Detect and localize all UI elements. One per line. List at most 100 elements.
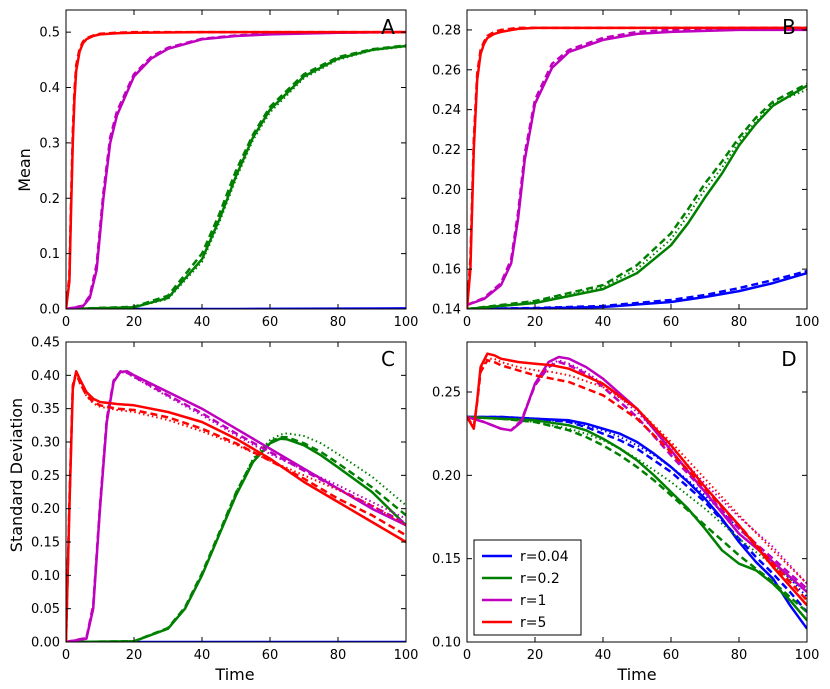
y-tick-label: 0.5 bbox=[39, 26, 60, 41]
panels: 0 20 40 60 80 100 0.0 0.1 0.2 0.3 0.4 0.5 A 0 20 40 60 80… bbox=[31, 9, 820, 664]
x-tick-label: 60 bbox=[663, 648, 680, 663]
legend: r=0.04 r=0.2 r=1 r=5 bbox=[473, 539, 582, 636]
plot-frame bbox=[65, 341, 407, 643]
x-tick-label: 80 bbox=[731, 648, 748, 663]
panel-d: 0 20 40 60 80 100 0.10 0.15 0.20 0.25 D bbox=[432, 341, 820, 663]
panel-letter: B bbox=[782, 15, 796, 39]
series-line-r-1-dashed bbox=[66, 370, 406, 642]
y-tick-label: 0.00 bbox=[31, 636, 60, 651]
legend-label: r=1 bbox=[520, 593, 546, 609]
series-group bbox=[66, 30, 406, 309]
y-tick-label: 0.28 bbox=[432, 23, 461, 38]
x-tick-label: 0 bbox=[62, 648, 70, 663]
series-line-r-1-dashed bbox=[467, 360, 807, 590]
time-axis-label-c: Time bbox=[214, 665, 254, 684]
time-axis-label-d: Time bbox=[616, 665, 656, 684]
y-tick-label: 0.2 bbox=[39, 192, 60, 207]
series-group bbox=[467, 26, 807, 309]
y-tick-label: 0.22 bbox=[432, 143, 461, 158]
std-axis-label: Standard Deviation bbox=[7, 398, 26, 552]
series-line-r-5-dashed bbox=[66, 30, 406, 309]
x-tick-label: 80 bbox=[731, 315, 748, 330]
legend-label: r=5 bbox=[520, 615, 546, 631]
x-tick-label: 20 bbox=[527, 648, 544, 663]
y-tick-label: 0.05 bbox=[31, 602, 60, 617]
series-line-r-1-dotted bbox=[467, 359, 807, 585]
series-line-r-0-04-solid bbox=[467, 415, 807, 630]
panel-a: 0 20 40 60 80 100 0.0 0.1 0.2 0.3 0.4 0.5 A bbox=[39, 9, 418, 330]
y-tick-label: 0.25 bbox=[432, 386, 461, 401]
series-line-r-0-2-dashed bbox=[467, 415, 807, 613]
x-tick-label: 100 bbox=[795, 648, 820, 663]
legend-box bbox=[473, 539, 582, 636]
plot-frame bbox=[466, 9, 808, 310]
x-tick-label: 20 bbox=[126, 315, 143, 330]
y-tick-label: 0.20 bbox=[432, 183, 461, 198]
series-line-r-0-2-dotted bbox=[467, 416, 807, 593]
y-tick-label: 0.20 bbox=[432, 469, 461, 484]
series-group bbox=[467, 352, 807, 630]
x-tick-label: 40 bbox=[194, 648, 211, 663]
series-line-r-0-2-dotted bbox=[66, 45, 406, 309]
y-tick-label: 0.15 bbox=[432, 552, 461, 567]
x-tick-label: 60 bbox=[262, 315, 279, 330]
x-tick-label: 0 bbox=[463, 648, 471, 663]
x-tick-label: 40 bbox=[595, 648, 612, 663]
y-tick-label: 0.24 bbox=[432, 103, 461, 118]
legend-label: r=0.2 bbox=[520, 571, 560, 587]
series-line-r-0-04-dashed bbox=[467, 269, 807, 309]
legend-label: r=0.04 bbox=[520, 549, 569, 565]
series-line-r-1-solid bbox=[467, 355, 807, 593]
x-tick-label: 60 bbox=[262, 648, 279, 663]
series-line-r-1-dashed bbox=[66, 30, 406, 309]
series-line-r-5-dashed bbox=[467, 26, 807, 309]
y-tick-label: 0.10 bbox=[432, 636, 461, 651]
plot-frame bbox=[65, 9, 407, 310]
y-tick-label: 0.35 bbox=[31, 402, 60, 417]
y-tick-label: 0.30 bbox=[31, 436, 60, 451]
x-tick-label: 80 bbox=[330, 648, 347, 663]
y-tick-label: 0.26 bbox=[432, 63, 461, 78]
y-tick-label: 0.45 bbox=[31, 336, 60, 351]
series-line-r-0-2-solid bbox=[467, 415, 807, 622]
series-line-r-5-dotted bbox=[66, 372, 406, 642]
x-tick-label: 20 bbox=[126, 648, 143, 663]
series-line-r-0-2-dotted bbox=[467, 88, 807, 309]
series-line-r-0-2-solid bbox=[467, 84, 807, 309]
x-tick-label: 0 bbox=[62, 315, 70, 330]
y-tick-label: 0.20 bbox=[31, 502, 60, 517]
series-line-r-5-dotted bbox=[467, 357, 807, 585]
plot-frame bbox=[466, 341, 808, 643]
x-tick-label: 0 bbox=[463, 315, 471, 330]
y-tick-label: 0.3 bbox=[39, 136, 60, 151]
series-line-r-1-solid bbox=[467, 28, 807, 307]
y-tick-label: 0.18 bbox=[432, 223, 461, 238]
y-tick-label: 0.1 bbox=[39, 247, 60, 262]
y-tick-label: 0.16 bbox=[432, 263, 461, 278]
mean-axis-label: Mean bbox=[15, 148, 34, 192]
x-tick-label: 100 bbox=[795, 315, 820, 330]
series-group bbox=[66, 370, 406, 642]
panel-letter: D bbox=[781, 347, 796, 371]
panel-letter: A bbox=[381, 15, 395, 39]
series-line-r-0-2-dashed bbox=[467, 82, 807, 309]
y-tick-label: 0.4 bbox=[39, 81, 60, 96]
series-line-r-0-2-dashed bbox=[66, 44, 406, 309]
y-tick-label: 0.10 bbox=[31, 569, 60, 584]
y-tick-label: 0.25 bbox=[31, 469, 60, 484]
x-tick-label: 100 bbox=[394, 648, 419, 663]
series-line-r-0-2-dotted bbox=[66, 432, 406, 642]
series-line-r-5-dashed bbox=[66, 371, 406, 642]
x-tick-label: 40 bbox=[595, 315, 612, 330]
y-tick-label: 0.0 bbox=[39, 303, 60, 318]
y-tick-label: 0.15 bbox=[31, 536, 60, 551]
x-tick-label: 20 bbox=[527, 315, 544, 330]
y-tick-label: 0.40 bbox=[31, 369, 60, 384]
series-line-r-1-dashed bbox=[467, 26, 807, 307]
panel-b: 0 20 40 60 80 100 0.14 0.16 0.18 0.20 0.22 0.24 0.26… bbox=[432, 9, 820, 330]
panel-c: 0 20 40 60 80 100 0.00 0.05 0.10 0.15 0.20 0.25 0.30… bbox=[31, 336, 418, 664]
y-tick-label: 0.14 bbox=[432, 303, 461, 318]
x-tick-label: 80 bbox=[330, 315, 347, 330]
